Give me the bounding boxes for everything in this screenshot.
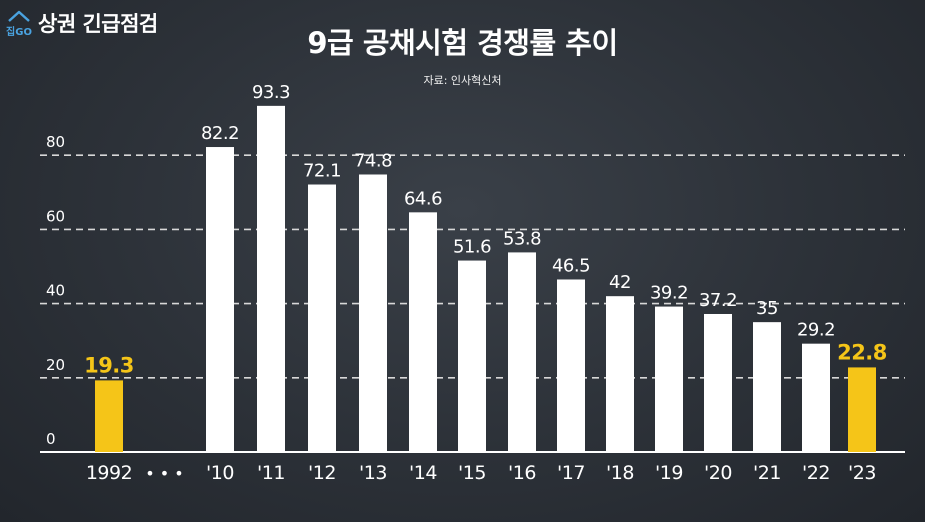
x-tick-label: '15 bbox=[458, 462, 486, 484]
data-label: 51.6 bbox=[453, 237, 491, 258]
y-tick-label: 0 bbox=[46, 430, 56, 448]
bar bbox=[458, 260, 486, 452]
brand-logo: 집GO 상권 긴급점검 bbox=[6, 8, 158, 38]
house-icon: 집GO bbox=[6, 8, 32, 38]
x-tick-label: '16 bbox=[508, 462, 536, 484]
bar bbox=[257, 105, 285, 453]
x-tick-label: '21 bbox=[753, 462, 781, 484]
y-tick-label: 40 bbox=[46, 282, 65, 300]
data-label: 46.5 bbox=[552, 255, 590, 276]
bar bbox=[848, 367, 876, 452]
logo-caption: 집GO bbox=[6, 26, 32, 38]
x-tick-label: '20 bbox=[704, 462, 732, 484]
data-label: 64.6 bbox=[404, 188, 442, 209]
chart-source: 자료: 인사혁신처 bbox=[423, 74, 502, 87]
bar bbox=[95, 380, 123, 452]
axis-break-dots: • • • bbox=[145, 464, 183, 483]
data-label: 72.1 bbox=[303, 161, 341, 182]
x-tick-label: '18 bbox=[606, 462, 634, 484]
data-label: 42 bbox=[609, 272, 631, 293]
bar bbox=[359, 174, 387, 452]
bar bbox=[753, 322, 781, 452]
x-tick-label: '11 bbox=[257, 462, 285, 484]
data-label: 22.8 bbox=[837, 340, 887, 364]
x-tick-label: '22 bbox=[802, 462, 830, 484]
bar bbox=[557, 279, 585, 452]
x-tick-label: '13 bbox=[359, 462, 387, 484]
bar bbox=[308, 184, 336, 452]
bar bbox=[655, 306, 683, 452]
x-tick-label: '19 bbox=[655, 462, 683, 484]
data-label: 74.8 bbox=[354, 150, 392, 171]
x-tick-label: '12 bbox=[308, 462, 336, 484]
bar bbox=[704, 313, 732, 452]
bar bbox=[802, 343, 830, 452]
x-tick-label: '17 bbox=[557, 462, 585, 484]
x-tick-label: 1992 bbox=[86, 462, 132, 484]
data-label: 35 bbox=[756, 298, 778, 319]
bar bbox=[508, 252, 536, 452]
data-label: 53.8 bbox=[503, 228, 541, 249]
data-label: 82.2 bbox=[201, 123, 239, 144]
x-tick-label: '14 bbox=[409, 462, 437, 484]
bar bbox=[206, 147, 234, 452]
y-tick-label: 80 bbox=[46, 133, 65, 151]
x-tick-label: '23 bbox=[848, 462, 876, 484]
data-label: 29.2 bbox=[797, 320, 835, 341]
data-label: 39.2 bbox=[650, 283, 688, 304]
bar bbox=[409, 212, 437, 452]
program-name: 상권 긴급점검 bbox=[38, 12, 158, 36]
x-tick-label: '10 bbox=[206, 462, 234, 484]
y-tick-label: 20 bbox=[46, 356, 65, 374]
data-label: 37.2 bbox=[699, 290, 737, 311]
data-label: 19.3 bbox=[84, 353, 134, 377]
y-tick-label: 60 bbox=[46, 207, 65, 225]
bar bbox=[606, 296, 634, 452]
chart-title: 9급 공채시험 경쟁률 추이 bbox=[307, 26, 618, 60]
data-label: 93.3 bbox=[252, 82, 290, 103]
